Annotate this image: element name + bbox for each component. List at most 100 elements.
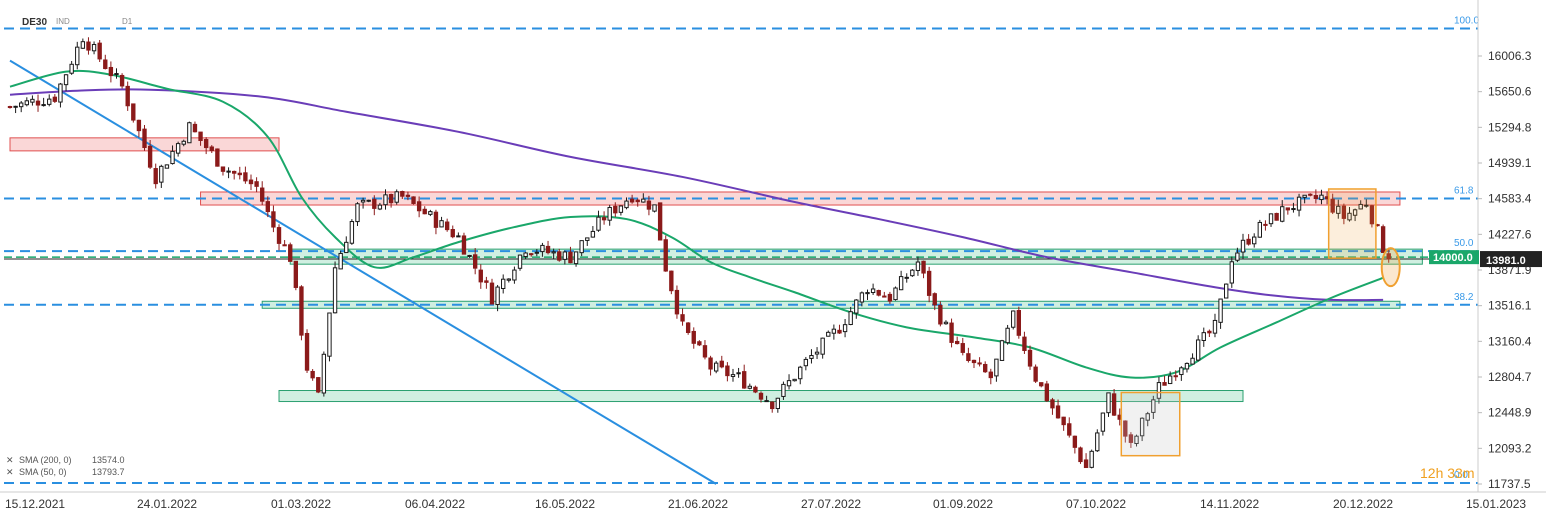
candle-body [512,269,517,281]
level-badge [1429,250,1479,265]
candle-body [657,202,663,241]
candle-body [943,321,949,325]
candle-body [904,276,909,279]
candle-body [444,221,450,231]
candle-body [243,172,248,182]
highlight-boxes [1120,188,1401,457]
candle-body [1229,261,1234,284]
candle-body [159,165,164,183]
candle-body [52,96,58,102]
candle-body [203,139,209,149]
candle-body [1139,417,1145,437]
candle-body [293,260,299,288]
candle-body [428,211,433,215]
y-tick-label: 16006.3 [1488,49,1532,63]
candle-body [870,288,876,294]
x-tick-label: 20.12.2022 [1333,497,1393,511]
candle-body [24,100,29,106]
highlight-box [1120,391,1181,457]
candle-body [932,293,937,306]
candle-body [747,385,752,389]
y-tick-label: 13516.1 [1488,299,1532,313]
candle-body [848,311,853,326]
candle-body [557,251,562,261]
candle-body [1055,405,1061,419]
candle-body [708,357,713,370]
candle-body [999,340,1005,361]
last-price-badge [1480,251,1542,268]
candle-body [1280,206,1285,222]
candle-body [876,289,881,296]
x-tick-label: 21.06.2022 [668,497,728,511]
candle-body [237,172,242,176]
candle-body [601,217,607,221]
candle-body [75,46,80,66]
candle-body [719,360,724,368]
candle-body [153,168,158,185]
candle-body [736,372,741,375]
candle-body [590,230,596,238]
candle-body [1072,435,1078,448]
candle-body [377,204,383,210]
candle-body [260,187,265,202]
legend-close-icon[interactable]: ✕ [6,455,14,465]
candle-body [220,166,226,172]
candle-body [1319,194,1324,201]
candle-body [1190,357,1195,365]
x-tick-label: 15.01.2023 [1466,497,1526,511]
candle-body [697,341,702,346]
candle-body [652,204,657,212]
candle-body [372,198,377,209]
candle-body [63,74,69,86]
candle-body [321,353,327,394]
candle-body [142,128,147,148]
indicator-legend: ✕ SMA (200, 0) 13574.0 ✕ SMA (50, 0) 137… [6,455,125,477]
candle-body [1386,253,1391,260]
candle-body [910,269,915,277]
candle-body [344,241,349,254]
candle-body [1358,203,1363,210]
candle-body [388,194,394,204]
legend-sma50-label: SMA (50, 0) [19,467,67,477]
candle-body [450,229,455,238]
candle-body [758,392,764,400]
fib-level-label: 50.0 [1454,238,1474,249]
candle-body [882,295,887,298]
candle-body [1252,236,1257,245]
index-tag: IND [56,17,70,26]
y-tick-label: 14583.4 [1488,192,1532,206]
candle-body [248,179,254,185]
candle-body [1274,212,1279,221]
candle-body [613,205,618,214]
candle-body [898,276,904,291]
candle-body [215,148,220,167]
legend-sma200-value: 13574.0 [92,455,125,465]
candle-body [1179,367,1184,376]
candle-body [86,41,91,51]
candle-body [826,331,831,337]
legend-close-icon[interactable]: ✕ [6,467,14,477]
candle-body [713,362,719,372]
y-tick-label: 12093.2 [1488,441,1532,455]
candle-body [960,343,965,353]
candle-body [1005,327,1010,344]
candle-body [422,208,427,215]
timeframe-label: D1 [122,17,133,26]
candle-body [1341,205,1347,219]
x-tick-label: 07.10.2022 [1066,497,1126,511]
candle-body [893,287,898,301]
x-tick-label: 14.11.2022 [1200,497,1259,511]
candle-body [489,282,495,305]
candle-body [187,122,192,144]
candle-body [854,299,859,314]
candle-body [753,386,758,393]
candle-body [1016,310,1022,336]
candle-body [1257,221,1262,238]
candle-body [1050,399,1055,409]
candle-body [136,119,142,132]
candle-body [7,106,13,109]
candle-body [416,201,422,212]
candle-body [685,322,691,333]
candle-body [837,329,842,334]
